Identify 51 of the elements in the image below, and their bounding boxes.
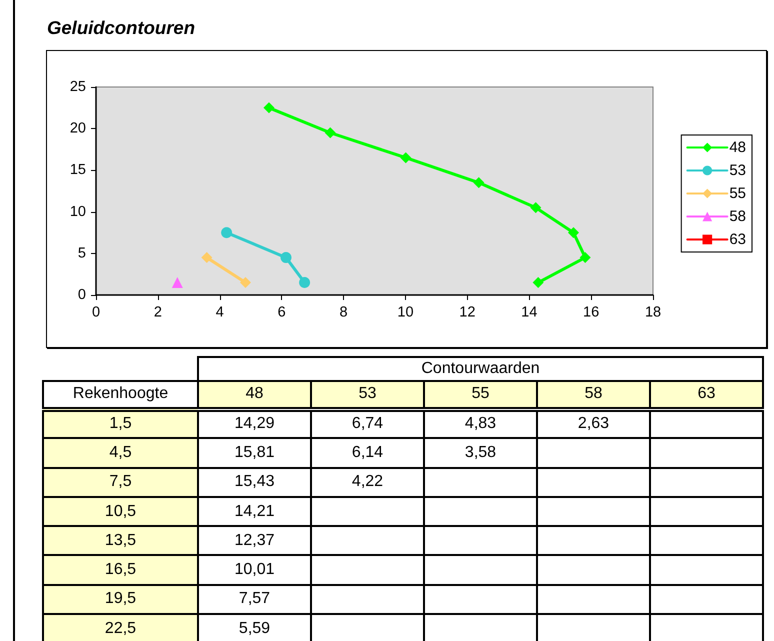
data-label: 14,21 [198, 496, 311, 526]
x-tick-label: 16 [583, 304, 600, 320]
data-label: 15,81 [198, 438, 311, 468]
legend-label: 63 [729, 231, 746, 248]
y-tick-label: 25 [70, 79, 86, 95]
data-label: 6,74 [311, 409, 424, 438]
x-tick-label: 0 [92, 304, 100, 320]
data-label: 6,14 [311, 438, 424, 468]
y-tick-label: 22,5 [43, 614, 198, 641]
x-tick-label: 55 [424, 381, 537, 409]
y-tick-label: 16,5 [43, 555, 198, 585]
legend-label: 55 [729, 185, 746, 202]
y-tick-label: 15 [70, 162, 86, 178]
data-label: 3,58 [424, 438, 537, 468]
x-tick-label: 10 [397, 304, 414, 320]
data-label: 2,63 [537, 409, 650, 438]
x-tick-label: 58 [537, 381, 650, 409]
y-tick-label: 4,5 [43, 438, 198, 468]
data-label: 12,37 [198, 526, 311, 556]
y-tick-label: 19,5 [43, 584, 198, 614]
y-tick-label: 13,5 [43, 526, 198, 556]
legend-label: 58 [729, 208, 746, 225]
data-label: 14,29 [198, 409, 311, 438]
data-label: 7,57 [198, 584, 311, 614]
x-tick-label: 18 [644, 304, 662, 320]
x-tick-label: 6 [278, 304, 286, 320]
y-axis-title: Rekenhoogte [43, 381, 198, 409]
y-tick-label: 7,5 [43, 468, 198, 497]
x-tick-label: 8 [340, 304, 348, 320]
y-tick-label: 10 [70, 204, 86, 220]
x-tick-label: 63 [650, 381, 764, 409]
y-tick-label: 10,5 [43, 496, 198, 526]
y-tick-label: 1,5 [43, 409, 198, 438]
y-tick-label: 20 [70, 120, 86, 137]
legend-label: 48 [729, 139, 746, 156]
data-label: 4,22 [311, 468, 424, 497]
x-tick-label: 2 [154, 304, 162, 320]
x-tick-label: 12 [459, 304, 476, 320]
data-label: 10,01 [198, 555, 311, 585]
x-tick-label: 53 [311, 381, 424, 409]
x-tick-label: 14 [521, 304, 538, 320]
data-label: 5,59 [198, 614, 311, 641]
data-label: 15,43 [198, 468, 311, 497]
y-tick-label: 5 [78, 245, 86, 262]
legend-label: 53 [729, 162, 746, 179]
x-tick-label: 4 [216, 304, 224, 320]
x-tick-label: 48 [198, 381, 311, 409]
x-axis-title: Contourwaarden [198, 357, 764, 381]
chart-title: Geluidcontouren [47, 17, 195, 39]
data-label: 4,83 [424, 409, 537, 438]
y-tick-label: 0 [78, 287, 86, 303]
